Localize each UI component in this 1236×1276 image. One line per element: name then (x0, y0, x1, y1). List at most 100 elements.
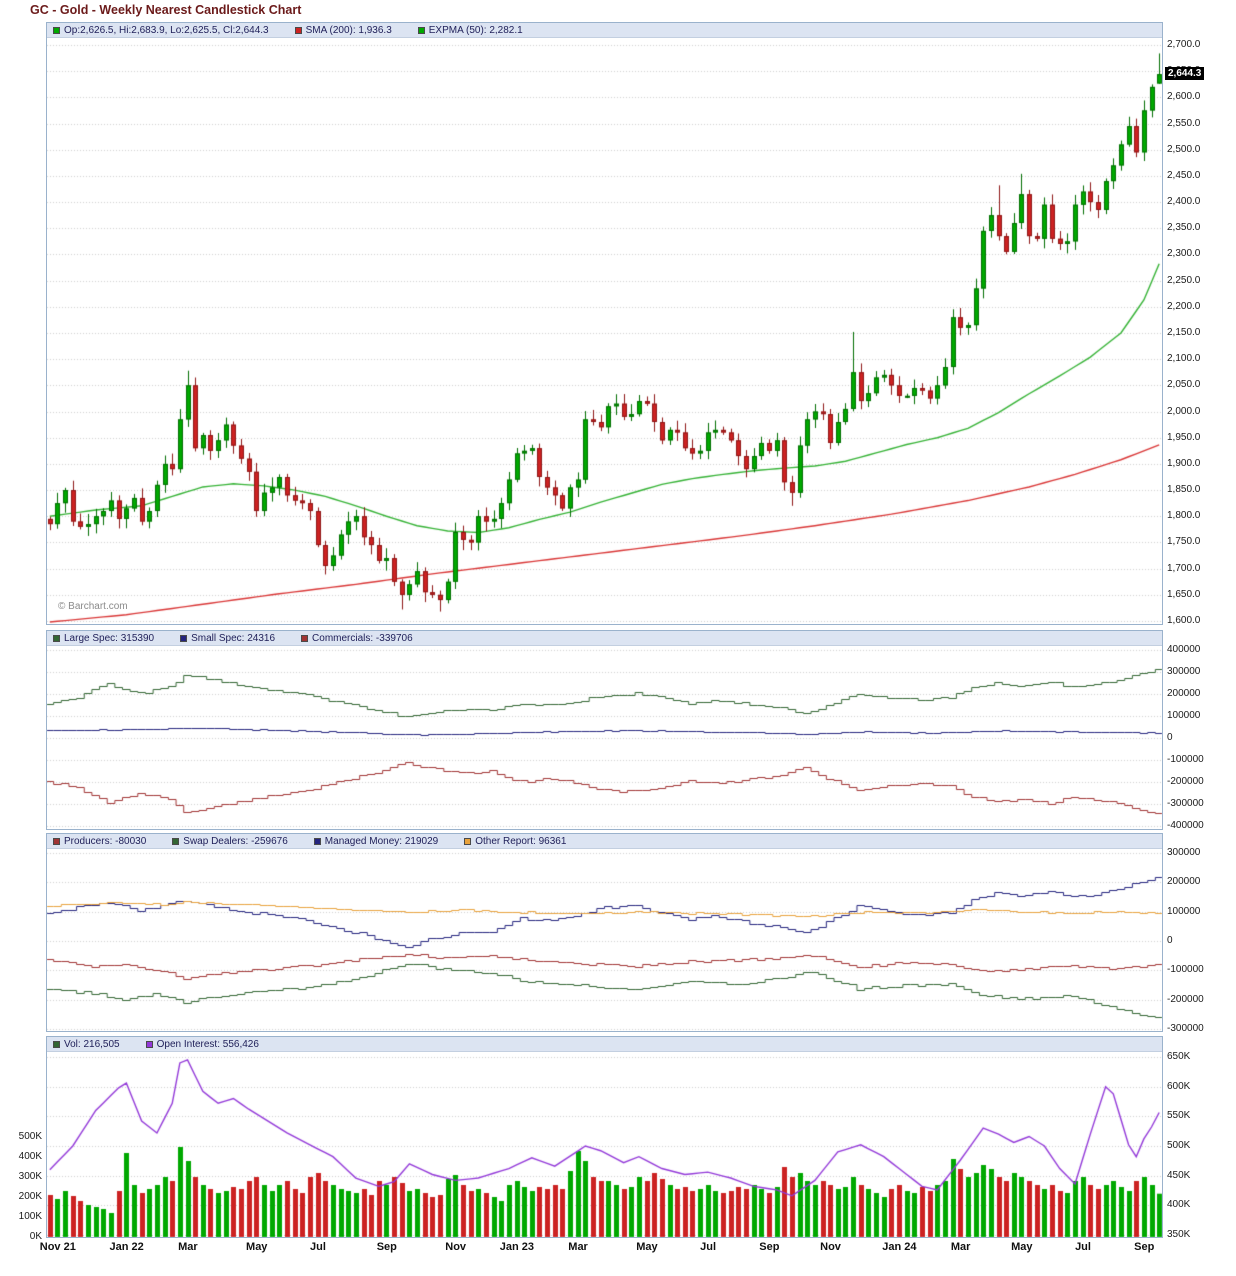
y-axis-label: 1,900.0 (1167, 458, 1201, 469)
legend-label: Large Spec: 315390 (64, 632, 155, 644)
y-axis-label: 500K (1167, 1140, 1191, 1151)
y-axis-label: 200000 (1167, 688, 1201, 699)
legend-item: Large Spec: 315390 (53, 633, 154, 644)
y-axis-label: -100000 (1167, 964, 1204, 975)
legend-swatch-icon (180, 634, 188, 642)
legend-swatch-icon (53, 837, 60, 845)
legend-item: Producers: -80030 (53, 836, 146, 847)
legend-item: Swap Dealers: -259676 (172, 836, 288, 847)
x-axis-label: Sep (376, 1241, 397, 1253)
y-axis-label: -200000 (1167, 776, 1204, 787)
legend-swatch-icon (294, 26, 302, 34)
y-axis-label: -100000 (1167, 754, 1204, 765)
legend-item: SMA (200): 1,936.3 (294, 24, 392, 36)
y-axis-label: 2,350.0 (1167, 222, 1201, 233)
legend-item: Small Spec: 24316 (180, 633, 275, 644)
x-axis-label: Jul (700, 1241, 717, 1253)
legend-label: SMA (200): 1,936.3 (305, 24, 392, 36)
y-axis-label: 1,600.0 (1167, 615, 1201, 626)
legend-swatch-icon (53, 1040, 60, 1048)
x-axis-label: Nov 21 (39, 1241, 76, 1253)
y-axis-label: 2,100.0 (1167, 353, 1201, 364)
y-axis-label: 350K (1167, 1229, 1191, 1240)
y-axis-label: 100000 (1167, 906, 1201, 917)
x-axis-label: Sep (1134, 1241, 1155, 1253)
x-axis-label: Mar (178, 1241, 198, 1253)
volume-axis-label: 500K (18, 1131, 42, 1142)
y-axis-label: 650K (1167, 1051, 1191, 1062)
volume-axis-label: 0K (29, 1231, 42, 1242)
y-axis-label: 100000 (1167, 710, 1201, 721)
x-axis-label: May (246, 1241, 268, 1253)
y-axis-label: 2,150.0 (1167, 327, 1201, 338)
y-axis-label: -200000 (1167, 994, 1204, 1005)
y-axis-label: 300000 (1167, 847, 1201, 858)
y-axis-label: -300000 (1167, 798, 1204, 809)
y-axis-label: 200000 (1167, 876, 1201, 887)
y-axis-label: 0 (1167, 732, 1173, 743)
y-axis-label: 2,250.0 (1167, 275, 1201, 286)
y-axis-label: 2,000.0 (1167, 406, 1201, 417)
x-axis-label: Jan 23 (499, 1241, 534, 1253)
legend-label: Small Spec: 24316 (191, 632, 276, 644)
legend-swatch-icon (417, 26, 425, 34)
legend-label: Open Interest: 556,426 (156, 1038, 259, 1050)
legend-label: Producers: -80030 (64, 835, 147, 847)
volume-axis-label: 200K (18, 1191, 42, 1202)
y-axis-label: -300000 (1167, 1023, 1204, 1034)
legend-item: EXPMA (50): 2,282.1 (417, 24, 523, 36)
y-axis-label: 2,450.0 (1167, 170, 1201, 181)
x-axis-label: May (1011, 1241, 1033, 1253)
y-axis-label: 1,650.0 (1167, 589, 1201, 600)
legend-swatch-icon (145, 1040, 153, 1048)
volume-legend: Vol: 216,505 Open Interest: 556,426 (47, 1037, 1162, 1052)
legend-item: Vol: 216,505 (53, 1039, 120, 1050)
legend-swatch-icon (313, 837, 321, 845)
barchart-watermark: © Barchart.com (58, 601, 128, 612)
cot-disaggregated-legend: Producers: -80030 Swap Dealers: -259676 Ma… (47, 834, 1162, 849)
y-axis-label: 400K (1167, 1199, 1191, 1210)
y-axis-label: 400000 (1167, 644, 1201, 655)
legend-label: Op:2,626.5, Hi:2,683.9, Lo:2,625.5, Cl:2… (64, 24, 269, 36)
y-axis-label: 2,550.0 (1167, 118, 1201, 129)
cot-legacy-legend: Large Spec: 315390 Small Spec: 24316 Comme… (47, 631, 1162, 646)
x-axis-label: Jul (1075, 1241, 1091, 1253)
y-axis-label: -400000 (1167, 820, 1204, 831)
legend-swatch-icon (464, 837, 472, 845)
legend-swatch-icon (53, 634, 60, 642)
legend-label: Managed Money: 219029 (324, 835, 439, 847)
legend-label: Commercials: -339706 (312, 632, 413, 644)
y-axis-label: 450K (1167, 1170, 1191, 1181)
y-axis-label: 2,600.0 (1167, 91, 1201, 102)
y-axis-label: 2,700.0 (1167, 39, 1201, 50)
x-axis-label: Jan 22 (109, 1241, 144, 1253)
x-axis-label: Jan 24 (882, 1241, 917, 1253)
legend-swatch-icon (172, 837, 180, 845)
volume-axis-label: 400K (18, 1151, 42, 1162)
legend-label: Vol: 216,505 (64, 1038, 120, 1050)
legend-item: Other Report: 96361 (464, 836, 566, 847)
legend-label: Swap Dealers: -259676 (183, 835, 288, 847)
legend-swatch-icon (53, 26, 60, 34)
volume-axis-label: 100K (18, 1211, 42, 1222)
legend-item: Op:2,626.5, Hi:2,683.9, Lo:2,625.5, Cl:2… (53, 25, 269, 36)
y-axis-label: 0 (1167, 935, 1173, 946)
y-axis-label: 1,750.0 (1167, 536, 1201, 547)
legend-item: Open Interest: 556,426 (145, 1038, 259, 1050)
y-axis-label: 1,800.0 (1167, 510, 1201, 521)
y-axis-label: 300000 (1167, 666, 1201, 677)
volume-axis-label: 300K (18, 1171, 42, 1182)
legend-swatch-icon (301, 634, 309, 642)
x-axis-label: Nov (445, 1241, 467, 1253)
x-axis-label: Sep (759, 1241, 780, 1253)
last-price-tag: 2,644.3 (1165, 67, 1205, 80)
x-axis-label: Jul (309, 1241, 326, 1253)
y-axis-label: 1,950.0 (1167, 432, 1201, 443)
y-axis-label: 550K (1167, 1110, 1191, 1121)
y-axis-label: 600K (1167, 1081, 1191, 1092)
legend-item: Managed Money: 219029 (313, 835, 439, 847)
legend-label: EXPMA (50): 2,282.1 (428, 24, 523, 36)
x-axis-label: May (636, 1241, 658, 1253)
legend-label: Other Report: 96361 (475, 835, 567, 847)
y-axis-label: 1,850.0 (1167, 484, 1201, 495)
